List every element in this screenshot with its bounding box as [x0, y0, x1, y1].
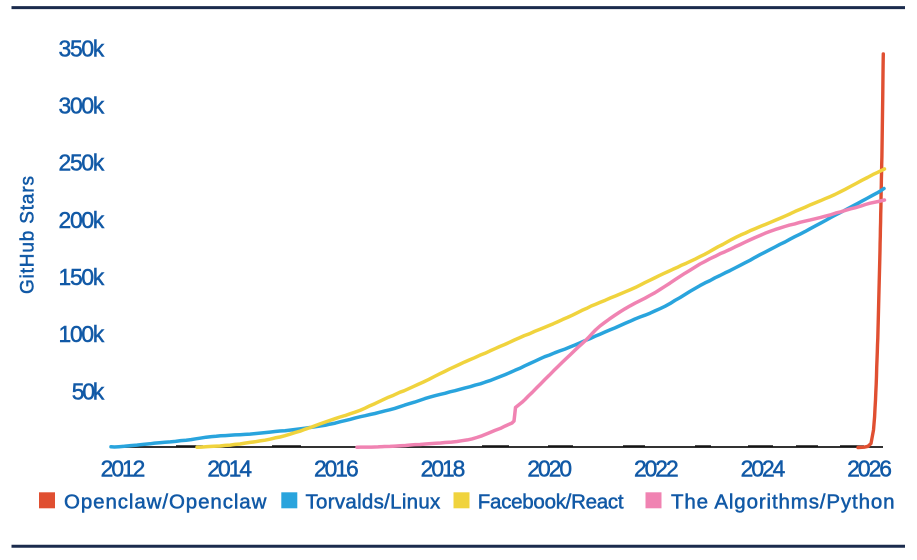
svg-text:2012: 2012 — [101, 455, 146, 481]
svg-text:2026: 2026 — [847, 455, 892, 481]
svg-text:350k: 350k — [59, 35, 105, 61]
svg-text:50k: 50k — [72, 378, 105, 404]
svg-text:2022: 2022 — [634, 455, 679, 481]
svg-text:200k: 200k — [59, 207, 105, 233]
svg-text:GitHub Stars: GitHub Stars — [18, 176, 39, 294]
svg-text:The Algorithms/Python: The Algorithms/Python — [671, 491, 895, 514]
svg-text:2018: 2018 — [421, 455, 466, 481]
svg-text:Openclaw/Openclaw: Openclaw/Openclaw — [64, 491, 267, 514]
svg-text:150k: 150k — [59, 264, 105, 290]
svg-text:2014: 2014 — [207, 455, 252, 481]
svg-text:100k: 100k — [59, 321, 105, 347]
svg-text:2020: 2020 — [527, 455, 572, 481]
svg-text:2016: 2016 — [314, 455, 359, 481]
svg-text:250k: 250k — [59, 150, 105, 176]
svg-text:2024: 2024 — [741, 455, 786, 481]
svg-text:300k: 300k — [59, 93, 105, 119]
svg-text:Torvalds/Linux: Torvalds/Linux — [306, 491, 442, 514]
svg-text:Facebook/React: Facebook/React — [478, 491, 624, 514]
